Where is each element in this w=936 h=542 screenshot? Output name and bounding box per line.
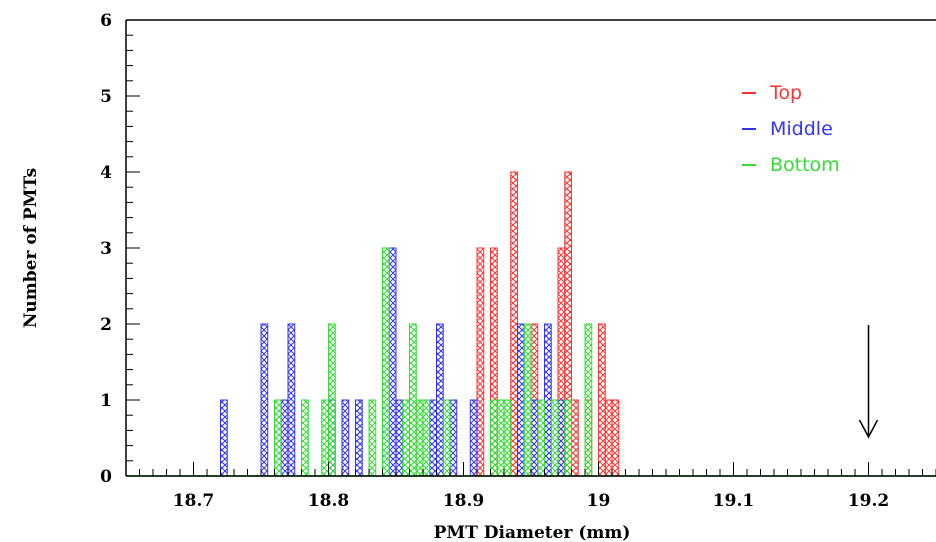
bar-bottom-12	[496, 399, 505, 477]
x-tick-label: 18.7	[173, 491, 214, 511]
x-tick-label: 18.9	[443, 491, 484, 511]
bar-middle-0	[220, 399, 228, 477]
bar-bottom-11	[490, 399, 498, 477]
y-tick-label: 6	[100, 11, 112, 31]
y-tick-label: 0	[100, 467, 112, 487]
y-tick-label: 5	[100, 87, 112, 107]
y-axis-title: Number of PMTs	[21, 168, 41, 328]
bar-bottom-17	[564, 399, 572, 477]
bar-middle-6	[355, 399, 363, 477]
bar-top-10	[611, 399, 620, 477]
bar-bottom-15	[537, 399, 545, 477]
x-axis-title: PMT Diameter (mm)	[434, 523, 631, 542]
bar-bottom-0	[274, 399, 282, 477]
bar-middle-1	[260, 323, 269, 477]
bar-middle-5	[341, 399, 350, 477]
bars-layer	[126, 171, 936, 477]
x-tick-label: 19.1	[713, 491, 754, 511]
bar-middle-14	[530, 399, 539, 477]
bar-middle-2	[280, 399, 289, 477]
bar-bottom-3	[328, 323, 336, 477]
legend: Top Middle Bottom	[742, 82, 840, 176]
bar-bottom-6	[402, 399, 410, 477]
bar-top-0	[476, 247, 485, 477]
bar-bottom-8	[415, 399, 424, 477]
legend-label-bottom: Bottom	[770, 154, 840, 176]
x-tick-label: 19	[587, 491, 611, 511]
bar-top-8	[598, 323, 606, 477]
bar-bottom-1	[301, 399, 309, 477]
bar-middle-13	[517, 323, 525, 477]
bar-middle-8	[395, 399, 404, 477]
bar-bottom-5	[382, 247, 390, 477]
y-tick-label: 1	[100, 391, 112, 411]
bar-bottom-13	[503, 399, 512, 477]
labels-layer: 18.7 18.8 18.9 19 19.1 19.2 0 1 2 3 4 5 6	[100, 11, 889, 511]
legend-label-top: Top	[769, 82, 802, 104]
legend-label-middle: Middle	[770, 118, 833, 140]
bar-bottom-4	[368, 399, 377, 477]
bar-bottom-16	[550, 399, 559, 477]
bar-middle-15	[544, 323, 552, 477]
y-tick-label: 2	[100, 315, 112, 335]
ticks-layer	[125, 19, 936, 477]
bar-middle-3	[287, 323, 296, 477]
bar-bottom-2	[321, 399, 329, 477]
bar-middle-12	[469, 399, 478, 477]
bar-bottom-9	[422, 399, 431, 477]
bar-bottom-18	[584, 323, 593, 477]
arrow-head	[858, 419, 879, 439]
y-tick-label: 3	[100, 239, 112, 259]
bar-middle-7	[388, 247, 397, 477]
bar-middle-11	[449, 399, 458, 477]
bar-middle-10	[436, 323, 444, 477]
x-tick-label: 19.2	[848, 491, 889, 511]
bar-middle-9	[429, 399, 437, 477]
bar-top-9	[604, 399, 613, 477]
bar-bottom-10	[442, 399, 451, 477]
y-tick-label: 4	[100, 163, 112, 183]
bar-bottom-14	[523, 323, 532, 477]
bar-bottom-7	[409, 323, 417, 477]
bar-top-6	[571, 399, 579, 477]
bar-top-2	[510, 171, 518, 477]
x-tick-label: 18.8	[308, 491, 349, 511]
down-arrow-annotation	[858, 325, 879, 439]
bar-middle-16	[557, 399, 566, 477]
